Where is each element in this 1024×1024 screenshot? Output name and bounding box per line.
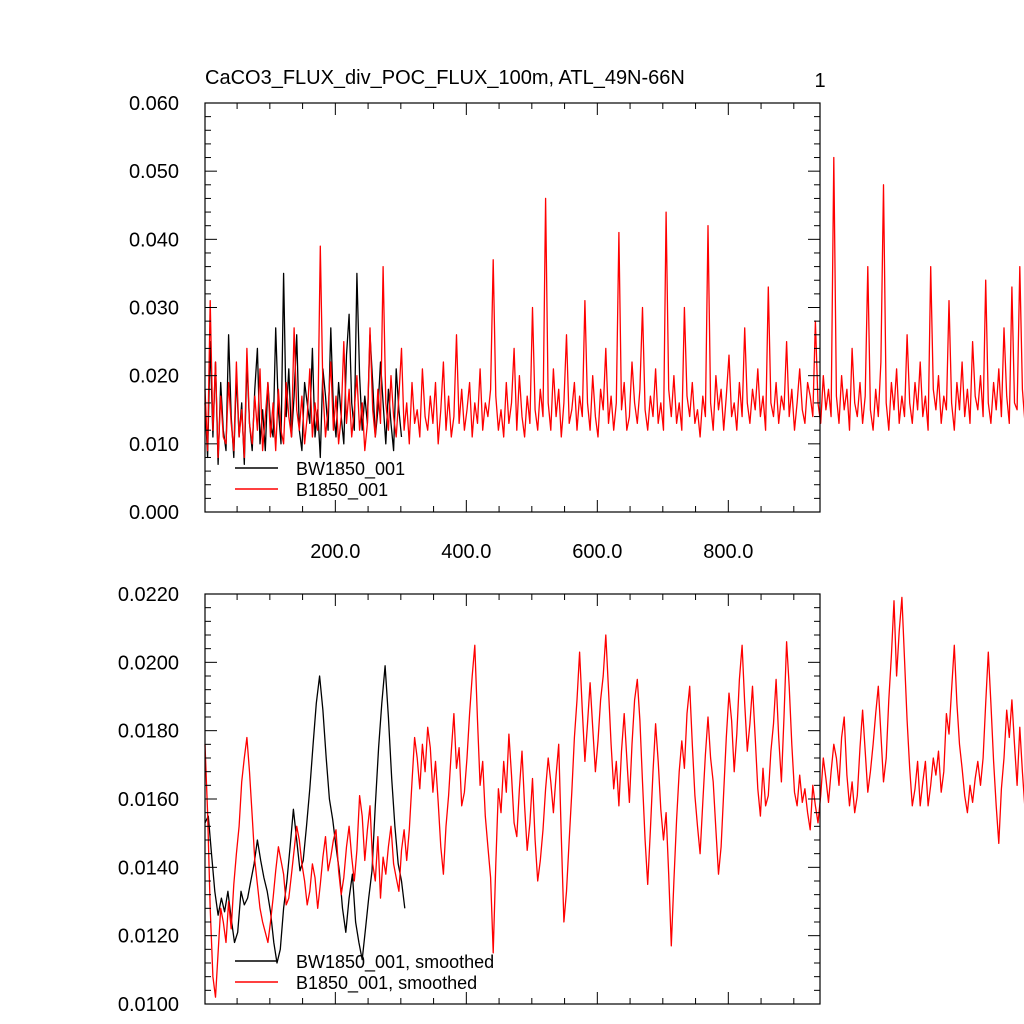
y-tick-label: 0.030 [129, 298, 179, 320]
y-tick-label: 0.0160 [118, 789, 179, 811]
x-tick-label: 600.0 [572, 541, 622, 563]
series-line-b1850-001-smoothed [204, 596, 1024, 998]
y-tick-label: 0.050 [129, 161, 179, 183]
y-tick-label: 0.0180 [118, 721, 179, 743]
legend-label: BW1850_001, smoothed [296, 952, 494, 973]
bottom-panel: 0.0100 0.0120 0.0140 0.0160 0.0180 0.0200 0.02… [118, 584, 1024, 1016]
y-tick-label: 0.000 [129, 502, 179, 524]
legend-label: B1850_001, smoothed [296, 973, 477, 994]
y-tick-label: 0.020 [129, 366, 179, 388]
y-tick-label: 0.060 [129, 93, 179, 115]
y-tick-label: 0.0100 [118, 994, 179, 1016]
legend-label: B1850_001 [296, 480, 388, 501]
chart-title: CaCO3_FLUX_div_POC_FLUX_100m, ATL_49N-66… [205, 67, 685, 89]
plot-frame [204, 102, 821, 513]
series-line-b1850-001 [204, 156, 1024, 459]
top-panel: 0.000 0.010 0.020 0.030 0.040 0.050 0.060 200.0… [129, 93, 1024, 563]
x-tick-label: 800.0 [703, 541, 753, 563]
y-tick-label: 0.0220 [118, 584, 179, 606]
y-tick-label: 0.040 [129, 229, 179, 251]
y-tick-label: 0.0200 [118, 652, 179, 674]
legend-label: BW1850_001 [296, 459, 405, 480]
x-tick-label: 200.0 [310, 541, 360, 563]
y-tick-label: 0.0140 [118, 857, 179, 879]
series-line-bw1850-001-smoothed [204, 665, 406, 964]
y-tick-label: 0.0120 [118, 926, 179, 948]
x-tick-label: 400.0 [441, 541, 491, 563]
y-tick-label: 0.010 [129, 434, 179, 456]
panel-number: 1 [814, 70, 825, 92]
